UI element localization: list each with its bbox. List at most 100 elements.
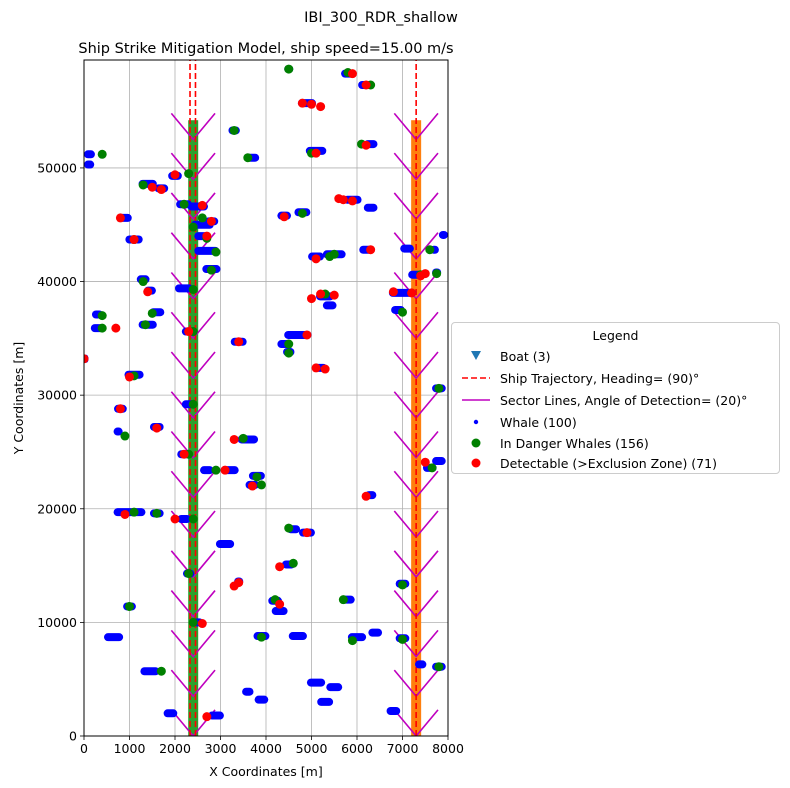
in-danger-whale-point [425,245,435,255]
detectable-whale-point [234,337,244,347]
in-danger-whale-point [288,558,298,568]
in-danger-whale-point [297,208,307,218]
y-axis-ticks: 0 10000 20000 30000 40000 50000 [37,160,84,744]
detectable-whale-point [366,245,376,255]
detectable-whale-point [316,289,326,299]
in-danger-whale-point [188,514,198,524]
in-danger-whale-point [211,465,221,475]
in-danger-whale-point [125,601,134,611]
in-danger-whale-point [97,323,107,333]
whale-cluster [432,457,446,466]
whale-cluster [207,711,224,720]
in-danger-whale-point [256,480,266,490]
solid-line-icon [460,391,492,409]
in-danger-whale-point [138,180,148,190]
green-dot-marker-icon [460,434,492,452]
detectable-whale-point [220,465,230,475]
detectable-whale-point [120,509,130,519]
legend-entry-detectable: Detectable (>Exclusion Zone) (71) [460,454,717,472]
x-tick-label: 0 [80,741,88,756]
in-danger-whale-point [188,399,198,409]
in-danger-whale-point [284,348,294,358]
detectable-whale-point [347,196,357,206]
whale-cluster [386,707,401,716]
detectable-whale-point [420,269,430,279]
detectable-whale-point [329,290,339,300]
sector-chevron [393,550,439,579]
whale-cluster [326,683,343,692]
sector-chevron [170,470,216,499]
detectable-whale-point [229,434,239,444]
y-tick-label: 40000 [37,274,77,289]
detectable-whale-point [420,457,430,467]
in-danger-whale-point [97,149,107,159]
detectable-whale-point [143,287,153,297]
detectable-whale-point [111,323,121,333]
whale-cluster [200,466,214,475]
sector-chevron [170,431,216,459]
in-danger-whale-point [152,508,162,518]
x-tick-label: 8000 [432,741,464,756]
detectable-whale-point [129,235,139,245]
in-danger-whale-point [338,595,348,605]
in-danger-whale-point [211,247,221,257]
triangle-down-marker-icon [460,347,492,365]
detectable-whale-point [361,80,371,90]
x-tick-label: 4000 [250,741,282,756]
detectable-whale-point [320,364,330,374]
in-danger-whale-point [188,222,198,232]
x-tick-label: 5000 [296,741,328,756]
sector-chevron [170,590,216,618]
detectable-whale-point [279,212,289,222]
detectable-whale-point [311,148,321,158]
detectable-whale-point [147,182,157,192]
in-danger-whale-point [347,636,357,646]
in-danger-whale-point [256,632,266,642]
x-tick-label: 3000 [205,741,237,756]
ship-track-band [188,120,199,736]
detectable-whale-point [202,231,212,241]
whale-cluster [84,160,95,169]
whale-cluster [271,607,288,616]
in-danger-whale-point [284,339,294,349]
in-danger-whale-point [197,213,207,223]
detectable-whale-point [197,200,207,210]
detectable-whale-point [316,102,326,112]
x-tick-label: 7000 [387,741,419,756]
detectable-whale-point [311,363,321,373]
whale-cluster [84,150,95,159]
detectable-whale-point [197,619,207,629]
whale-cluster [163,709,178,718]
detectable-whale-point [206,216,216,226]
y-tick-label: 50000 [37,160,77,175]
legend-entry-ship-trajectory: Ship Trajectory, Heading= (90)° [460,369,699,387]
whale-cluster [104,633,124,642]
plot-area [83,59,449,737]
detectable-whale-point [179,449,189,459]
in-danger-whale-point [398,307,407,317]
in-danger-whale-point [229,125,239,135]
sector-chevron [170,311,216,340]
legend-label-sector-lines: Sector Lines, Angle of Detection= (20)° [500,392,748,408]
in-danger-whale-point [252,472,262,482]
x-tick-label: 1000 [114,741,146,756]
in-danger-whale-point [138,277,148,287]
in-danger-whale-point [184,169,194,179]
in-danger-whale-point [179,199,189,209]
legend-entry-whale: Whale (100) [460,413,577,431]
whale-cluster [363,203,378,212]
detectable-whale-point [311,254,321,264]
dashed-line-icon [460,369,492,387]
sector-lines [170,112,439,736]
y-tick-label: 0 [69,729,77,744]
detectable-whale-point [184,327,194,337]
detectable-whale-point [202,712,212,722]
in-danger-whale-point [97,311,107,321]
legend-label-whale: Whale (100) [500,414,577,430]
x-tick-label: 6000 [341,741,373,756]
in-danger-whale-points [97,64,444,676]
in-danger-whale-point [184,569,194,579]
in-danger-whale-point [238,433,248,443]
whale-cluster [317,697,334,706]
